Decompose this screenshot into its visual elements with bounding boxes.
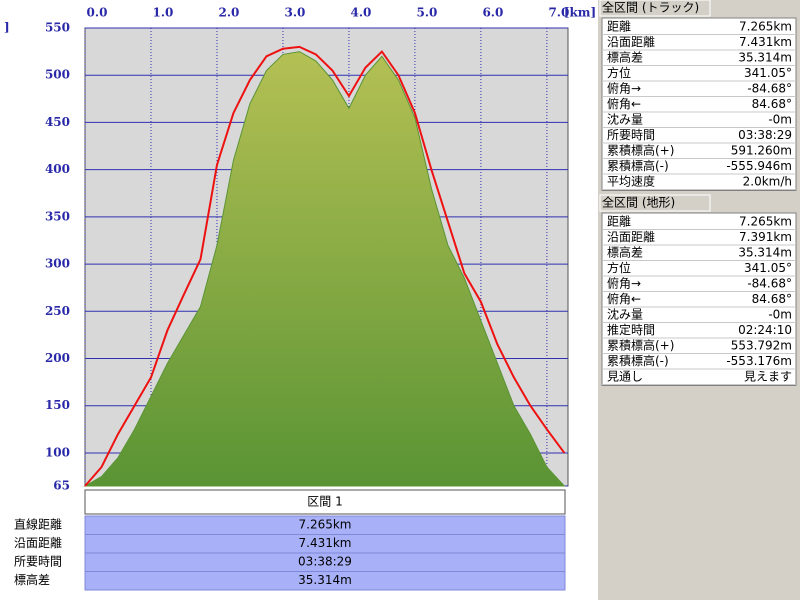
row-value: 7.265km <box>739 214 792 228</box>
terrain-area <box>83 51 566 487</box>
row-label: 方位 <box>607 260 631 275</box>
section-value: 03:38:29 <box>298 555 352 569</box>
row-value: 341.05° <box>744 66 792 80</box>
row-label: 見通し <box>607 369 643 383</box>
panel-body <box>601 212 797 386</box>
row-value: 553.792m <box>731 338 792 352</box>
row-value: -553.176m <box>726 354 792 368</box>
y-tick-label: 250 <box>45 304 70 318</box>
row-value: 591.260m <box>731 143 792 157</box>
section-label: 直線距離 <box>14 517 62 532</box>
x-tick-label: 0.0 <box>87 6 108 20</box>
row-value: 35.314m <box>738 50 792 64</box>
section-label: 沿面距離 <box>14 536 62 550</box>
row-label: 平均速度 <box>607 173 655 188</box>
row-label: 累積標高(-) <box>607 353 669 368</box>
row-value: 35.314m <box>738 245 792 259</box>
y-tick-label: 350 <box>45 209 70 223</box>
row-label: 標高差 <box>607 244 643 259</box>
row-value: 7.265km <box>739 19 792 33</box>
section-label: 所要時間 <box>14 555 62 569</box>
row-value: -84.68° <box>747 81 792 95</box>
section-title: 区間 1 <box>307 495 342 509</box>
y-tick-label: 150 <box>45 398 70 412</box>
y-tick-label: 300 <box>45 257 70 271</box>
row-value: -0m <box>768 112 792 126</box>
row-label: 俯角→ <box>607 80 641 95</box>
y-tick-label: 200 <box>45 351 70 365</box>
x-tick-label: 7.0 <box>548 6 569 20</box>
row-label: 距離 <box>607 19 631 33</box>
x-tick-label: 5.0 <box>416 6 437 20</box>
row-value: -84.68° <box>747 276 792 290</box>
panel-body <box>601 17 797 191</box>
panel-header <box>599 0 711 17</box>
x-unit: [km] <box>564 6 596 20</box>
y-unit: ] <box>4 21 10 35</box>
row-value: 7.431km <box>739 35 792 49</box>
row-value: 見えます <box>744 369 792 383</box>
row-label: 方位 <box>607 65 631 80</box>
row-value: 02:24:10 <box>738 323 792 337</box>
row-value: 03:38:29 <box>738 128 792 142</box>
panel-title: 全区間 (トラック) <box>602 0 699 15</box>
y-tick-label: 500 <box>45 68 70 82</box>
section-value: 35.314m <box>298 573 352 587</box>
row-label: 標高差 <box>607 49 643 64</box>
row-value: 84.68° <box>752 292 792 306</box>
section-row <box>84 571 566 591</box>
track-line <box>84 45 566 487</box>
row-value: 2.0km/h <box>743 174 792 188</box>
row-value: 341.05° <box>744 261 792 275</box>
y-tick-label: 100 <box>45 445 70 459</box>
x-tick-label: 1.0 <box>153 6 174 20</box>
row-value: -555.946m <box>726 159 792 173</box>
row-label: 俯角← <box>607 96 641 111</box>
row-label: 累積標高(+) <box>607 337 674 352</box>
row-value: 84.68° <box>752 97 792 111</box>
row-label: 俯角→ <box>607 275 641 290</box>
panel-header <box>599 194 711 212</box>
row-label: 所要時間 <box>607 128 655 142</box>
row-value: -0m <box>768 307 792 321</box>
row-label: 沈み量 <box>607 306 643 321</box>
row-label: 累積標高(-) <box>607 158 669 173</box>
section-value: 7.265km <box>299 518 352 532</box>
y-tick-label: 400 <box>45 162 70 176</box>
row-label: 沿面距離 <box>607 230 655 244</box>
row-label: 沿面距離 <box>607 35 655 49</box>
row-label: 推定時間 <box>607 322 655 337</box>
x-tick-label: 2.0 <box>219 6 240 20</box>
y-tick-label: 550 <box>45 21 70 35</box>
row-value: 7.391km <box>739 230 792 244</box>
x-tick-label: 3.0 <box>285 6 306 20</box>
section-header <box>84 489 566 515</box>
panel-title: 全区間 (地形) <box>602 195 675 210</box>
x-tick-label: 4.0 <box>350 6 371 20</box>
row-label: 俯角← <box>607 291 641 306</box>
x-tick-label: 6.0 <box>482 6 503 20</box>
section-value: 7.431km <box>299 536 352 550</box>
y-tick-label: 450 <box>45 115 70 129</box>
row-label: 沈み量 <box>607 111 643 126</box>
section-label: 標高差 <box>14 572 50 587</box>
row-label: 累積標高(+) <box>607 142 674 157</box>
y-tick-label: 65 <box>53 479 70 493</box>
row-label: 距離 <box>607 214 631 228</box>
